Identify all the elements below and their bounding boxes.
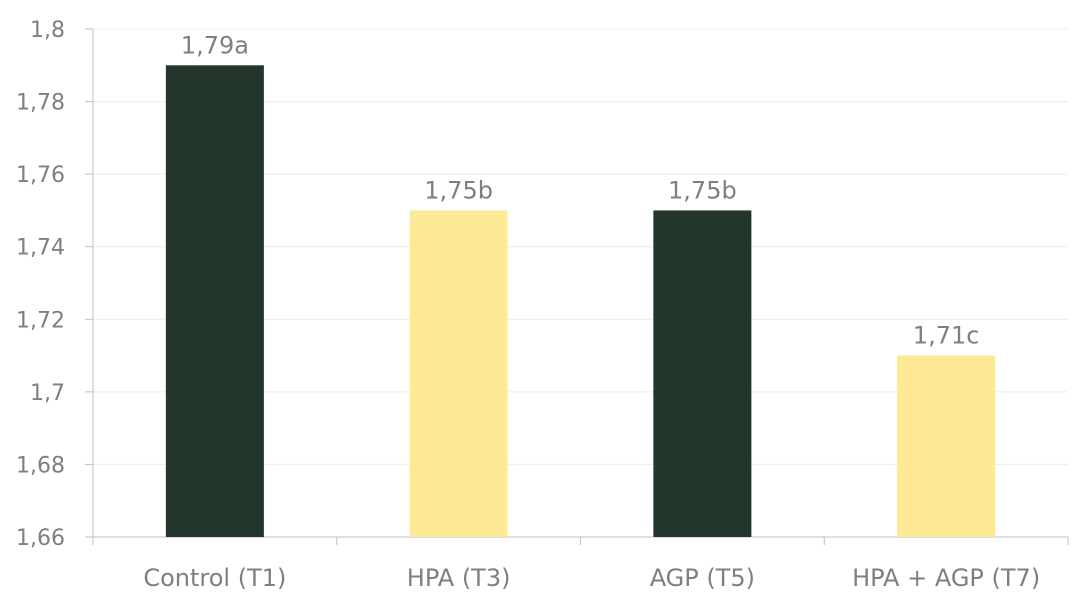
x-tick-label: HPA + AGP (T7)	[852, 564, 1040, 592]
bar-data-label: 1,75b	[668, 176, 737, 204]
x-tick-label: AGP (T5)	[650, 564, 755, 592]
bar-data-label: 1,75b	[424, 176, 493, 204]
bar-data-label: 1,71c	[913, 322, 980, 350]
y-tick-label: 1,7	[30, 381, 65, 406]
bar	[409, 210, 508, 537]
y-tick-label: 1,68	[16, 453, 65, 478]
y-tick-label: 1,78	[16, 91, 65, 116]
y-tick-label: 1,74	[16, 236, 65, 261]
x-tick-label: HPA (T3)	[407, 564, 511, 592]
x-axis-tick-labels: Control (T1) HPA (T3) AGP (T5) HPA + AGP (T…	[143, 564, 1040, 592]
y-tick-label: 1,76	[16, 163, 65, 188]
bar	[165, 65, 264, 538]
data-labels: 1,79a 1,75b 1,75b 1,71c	[181, 31, 980, 349]
y-tick-label: 1,72	[16, 308, 65, 333]
bar	[653, 210, 752, 537]
x-tick-label: Control (T1)	[143, 564, 286, 592]
bar	[897, 355, 996, 537]
y-tick-label: 1,66	[16, 526, 65, 551]
bar-data-label: 1,79a	[181, 31, 249, 59]
y-tick-label: 1,8	[30, 18, 65, 43]
y-axis-tick-labels: 1,66 1,68 1,7 1,72 1,74 1,76 1,78 1,8	[16, 18, 65, 551]
bars	[165, 65, 996, 538]
